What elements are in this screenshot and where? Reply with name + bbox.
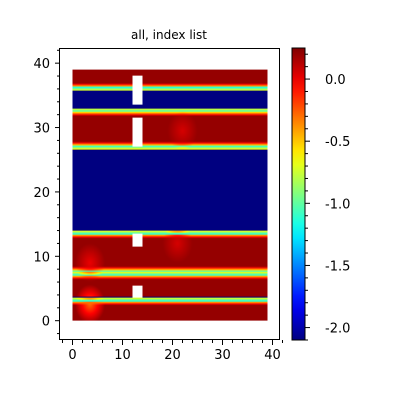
x-tick-label: 40: [264, 348, 281, 363]
colorbar-tick-label: -2.0: [325, 322, 350, 337]
y-tick-label: 0: [42, 315, 50, 330]
y-tick-label: 20: [33, 186, 50, 201]
colorbar-tick-label: -1.0: [325, 197, 350, 212]
y-axis: 0 10 20 30 40: [33, 49, 60, 335]
y-tick-label: 10: [33, 250, 50, 265]
y-tick-label: 40: [33, 57, 50, 72]
heatmap-plot: [72, 69, 268, 321]
x-tick-label: 0: [68, 348, 76, 363]
x-tick-label: 10: [114, 348, 131, 363]
y-tick-label: 30: [33, 122, 50, 137]
axes-frame: [59, 48, 280, 340]
x-tick-label: 20: [164, 348, 181, 363]
colorbar-tick-label: 0.0: [325, 73, 346, 88]
chart-title: all, index list: [131, 28, 207, 42]
heatmap-image: [72, 69, 268, 321]
colorbar-tick-label: -0.5: [325, 135, 350, 150]
x-axis: 0 10 20 30 40: [62, 340, 283, 363]
colorbar: 0.0 -0.5 -1.0 -1.5 -2.0: [291, 47, 350, 341]
colorbar-tick-label: -1.5: [325, 259, 350, 274]
colorbar-gradient: [291, 47, 306, 341]
x-tick-label: 30: [214, 348, 231, 363]
